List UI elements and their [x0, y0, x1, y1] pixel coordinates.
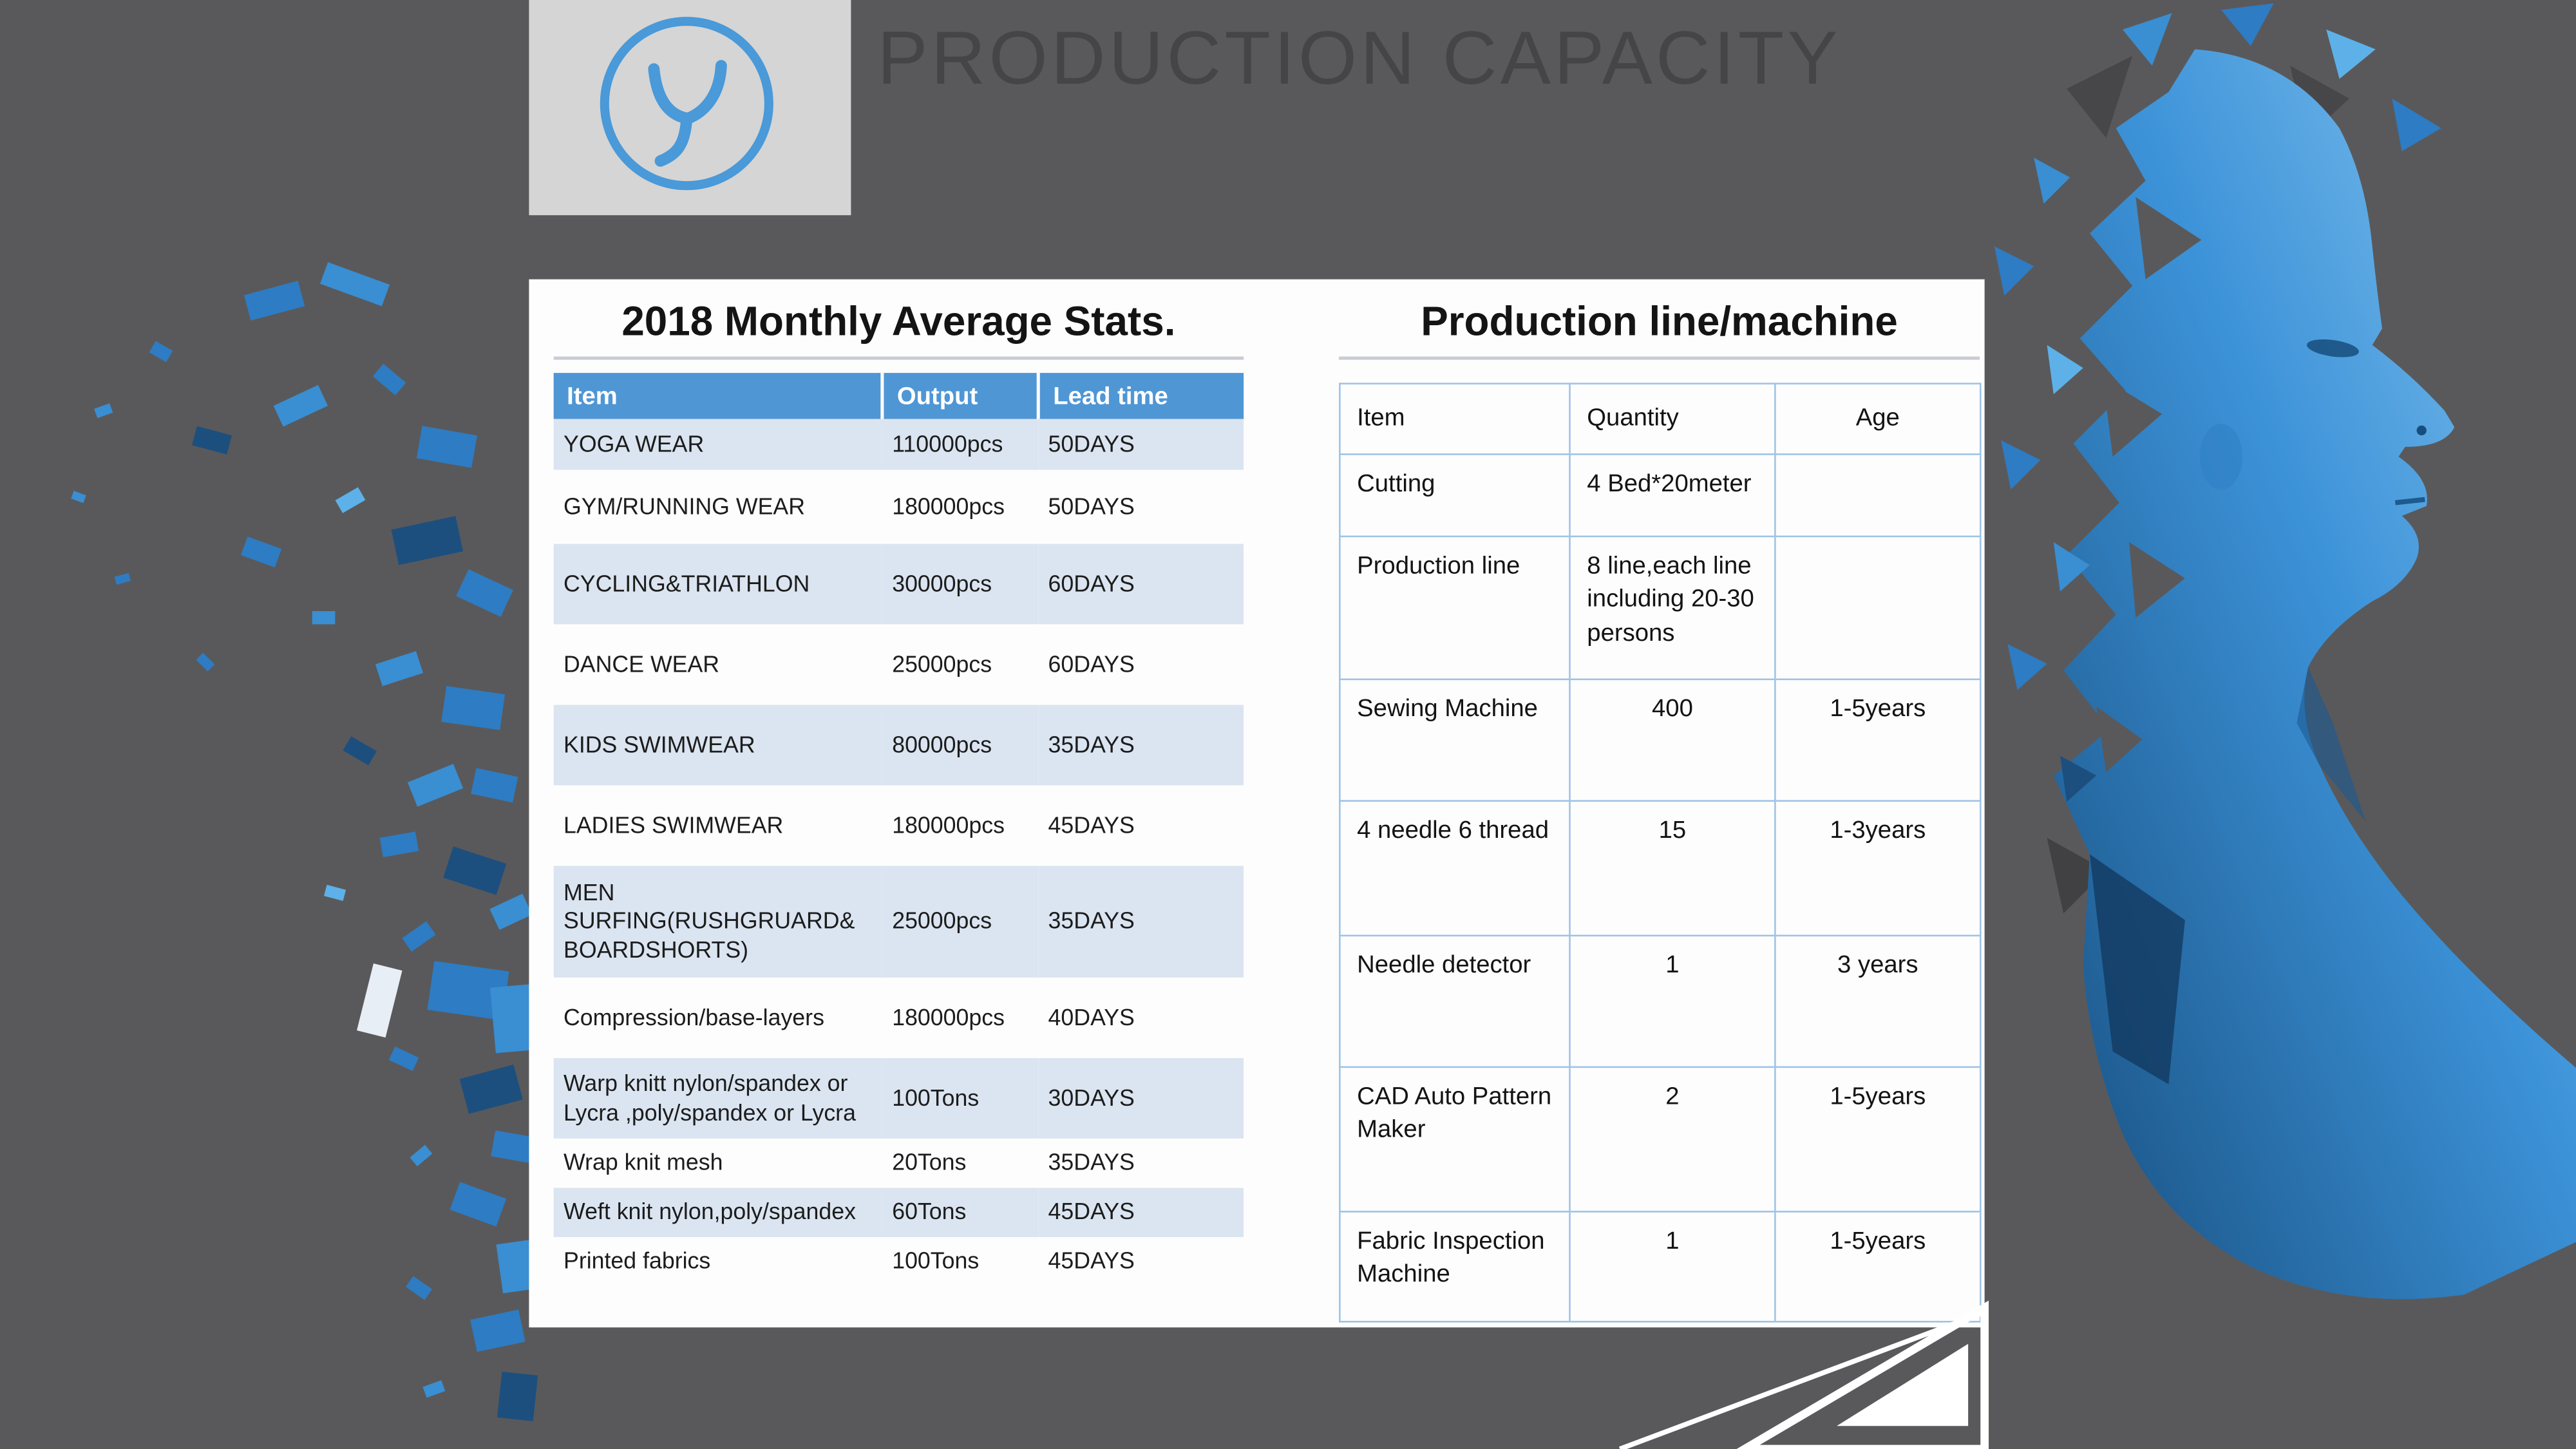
machine-header-row: Item Quantity Age	[1339, 383, 1982, 455]
machine-quantity-cell: 15	[1569, 800, 1776, 937]
stats-lead-cell: 40DAYS	[1048, 1003, 1135, 1030]
machine-item-cell: Fabric Inspection Machine	[1339, 1211, 1571, 1323]
stats-row: DANCE WEAR 25000pcs 60DAYS	[554, 624, 1244, 705]
stats-item-cell: MEN SURFING(RUSHGRUARD& BOARDSHORTS)	[564, 878, 855, 963]
machine-age-cell: 1-5years	[1774, 678, 1982, 802]
machine-age-cell: 1-5years	[1774, 1211, 1982, 1323]
stats-output-cell: 100Tons	[892, 1084, 980, 1110]
machine-item-cell: Sewing Machine	[1339, 678, 1571, 802]
logo-box	[529, 0, 851, 216]
stats-item-cell: Wrap knit mesh	[564, 1148, 723, 1175]
stats-row: KIDS SWIMWEAR 80000pcs 35DAYS	[553, 705, 1244, 786]
stats-row: Warp knitt nylon/spandex or Lycra ,poly/…	[553, 1057, 1244, 1139]
machine-row: Needle detector 1 3 years	[1339, 934, 1982, 1068]
jr-logo-icon	[600, 17, 773, 191]
machine-quantity-cell: 2	[1569, 1066, 1776, 1213]
stats-item-cell: DANCE WEAR	[564, 650, 720, 677]
content-panel: 2018 Monthly Average Stats. Item Output …	[529, 279, 1985, 1328]
stats-item-cell: YOGA WEAR	[564, 430, 705, 457]
stats-output-cell: 80000pcs	[892, 730, 992, 757]
stats-lead-cell: 30DAYS	[1048, 1084, 1135, 1110]
machine-header-age: Age	[1774, 383, 1982, 455]
stats-row: Printed fabrics 100Tons 45DAYS	[554, 1237, 1244, 1287]
machine-row: Production line 8 line,each line includin…	[1339, 535, 1982, 681]
machine-quantity-cell: 400	[1569, 678, 1776, 802]
machine-row: Fabric Inspection Machine 1 1-5years	[1339, 1211, 1982, 1323]
machine-age-cell: 1-3years	[1774, 800, 1982, 937]
machine-row: Sewing Machine 400 1-5years	[1339, 678, 1982, 802]
stats-output-cell: 100Tons	[892, 1247, 980, 1274]
machine-row: Cutting 4 Bed*20meter	[1339, 453, 1982, 538]
stats-row: MEN SURFING(RUSHGRUARD& BOARDSHORTS) 2500…	[553, 866, 1244, 978]
machine-row: CAD Auto Pattern Maker 2 1-5years	[1339, 1066, 1982, 1213]
machine-age-cell: 3 years	[1774, 934, 1982, 1068]
stats-lead-cell: 45DAYS	[1048, 1198, 1135, 1225]
machine-header-item: Item	[1339, 383, 1571, 455]
stats-lead-cell: 35DAYS	[1048, 1148, 1135, 1175]
stats-lead-cell: 50DAYS	[1048, 492, 1135, 519]
stats-lead-cell: 35DAYS	[1048, 907, 1135, 934]
stats-lead-cell: 45DAYS	[1048, 811, 1135, 838]
stats-header-leadtime: Lead time	[1038, 373, 1244, 419]
machine-age-cell: 1-5years	[1774, 1066, 1982, 1213]
machine-row: 4 needle 6 thread 15 1-3years	[1339, 800, 1982, 937]
stats-lead-cell: 45DAYS	[1048, 1247, 1135, 1274]
stats-row: LADIES SWIMWEAR 180000pcs 45DAYS	[554, 785, 1244, 866]
slide-title: PRODUCTION CAPACITY	[877, 14, 1841, 100]
machine-item-cell: Production line	[1339, 535, 1571, 681]
machine-quantity-cell: 8 line,each line including 20-30 persons	[1569, 535, 1776, 681]
stats-output-cell: 60Tons	[892, 1198, 967, 1225]
stats-row: Wrap knit mesh 20Tons 35DAYS	[554, 1139, 1244, 1188]
stats-item-cell: LADIES SWIMWEAR	[564, 811, 784, 838]
stats-output-cell: 110000pcs	[892, 430, 1003, 457]
stats-header-output: Output	[882, 373, 1040, 419]
stats-header-item: Item	[553, 373, 884, 419]
machine-age-cell	[1774, 535, 1982, 681]
stats-output-cell: 180000pcs	[892, 492, 1005, 519]
machine-item-cell: CAD Auto Pattern Maker	[1339, 1066, 1571, 1213]
stats-lead-cell: 60DAYS	[1048, 650, 1135, 677]
machine-section: Production line/machine Item Quantity Ag…	[1339, 299, 1982, 1323]
stats-output-cell: 25000pcs	[892, 650, 992, 677]
head-graphic	[1994, 3, 2576, 1300]
stats-output-cell: 20Tons	[892, 1148, 967, 1175]
machine-item-cell: Cutting	[1339, 453, 1571, 538]
machine-age-cell	[1774, 453, 1982, 538]
stats-output-cell: 30000pcs	[892, 569, 992, 596]
stats-item-cell: Weft knit nylon,poly/spandex	[564, 1198, 856, 1225]
stats-item-cell: CYCLING&TRIATHLON	[564, 569, 810, 596]
stats-row: Compression/base-layers 180000pcs 40DAYS	[554, 978, 1244, 1058]
stats-item-cell: Printed fabrics	[564, 1247, 711, 1274]
left-fragments-graphic	[71, 262, 538, 1421]
machine-table-title: Production line/machine	[1339, 299, 1980, 360]
stats-output-cell: 180000pcs	[892, 1003, 1005, 1030]
stats-header-row: Item Output Lead time	[553, 373, 1244, 419]
machine-item-cell: Needle detector	[1339, 934, 1571, 1068]
machine-quantity-cell: 1	[1569, 1211, 1776, 1323]
stats-section: 2018 Monthly Average Stats. Item Output …	[553, 299, 1244, 1287]
stats-item-cell: GYM/RUNNING WEAR	[564, 492, 805, 519]
stats-output-cell: 180000pcs	[892, 811, 1005, 838]
machine-header-quantity: Quantity	[1569, 383, 1776, 455]
stats-table-title: 2018 Monthly Average Stats.	[553, 299, 1244, 360]
stats-item-cell: Compression/base-layers	[564, 1003, 824, 1030]
stats-item-cell: Warp knitt nylon/spandex or Lycra ,poly/…	[564, 1069, 856, 1125]
machine-table: Item Quantity Age Cutting 4 Bed*20meter Pr…	[1339, 383, 1982, 1323]
stats-lead-cell: 60DAYS	[1048, 569, 1135, 596]
machine-item-cell: 4 needle 6 thread	[1339, 800, 1571, 937]
machine-quantity-cell: 4 Bed*20meter	[1569, 453, 1776, 538]
stats-row: CYCLING&TRIATHLON 30000pcs 60DAYS	[553, 544, 1244, 625]
stats-row: YOGA WEAR 110000pcs 50DAYS	[553, 419, 1244, 470]
stats-item-cell: KIDS SWIMWEAR	[564, 730, 755, 757]
machine-quantity-cell: 1	[1569, 934, 1776, 1068]
stats-lead-cell: 35DAYS	[1048, 730, 1135, 757]
stats-row: GYM/RUNNING WEAR 180000pcs 50DAYS	[554, 470, 1244, 544]
stats-row: Weft knit nylon,poly/spandex 60Tons 45DAYS	[553, 1188, 1244, 1237]
stats-table: Item Output Lead time YOGA WEAR 110000pcs…	[553, 373, 1244, 1287]
stats-lead-cell: 50DAYS	[1048, 430, 1135, 457]
stats-output-cell: 25000pcs	[892, 907, 992, 934]
